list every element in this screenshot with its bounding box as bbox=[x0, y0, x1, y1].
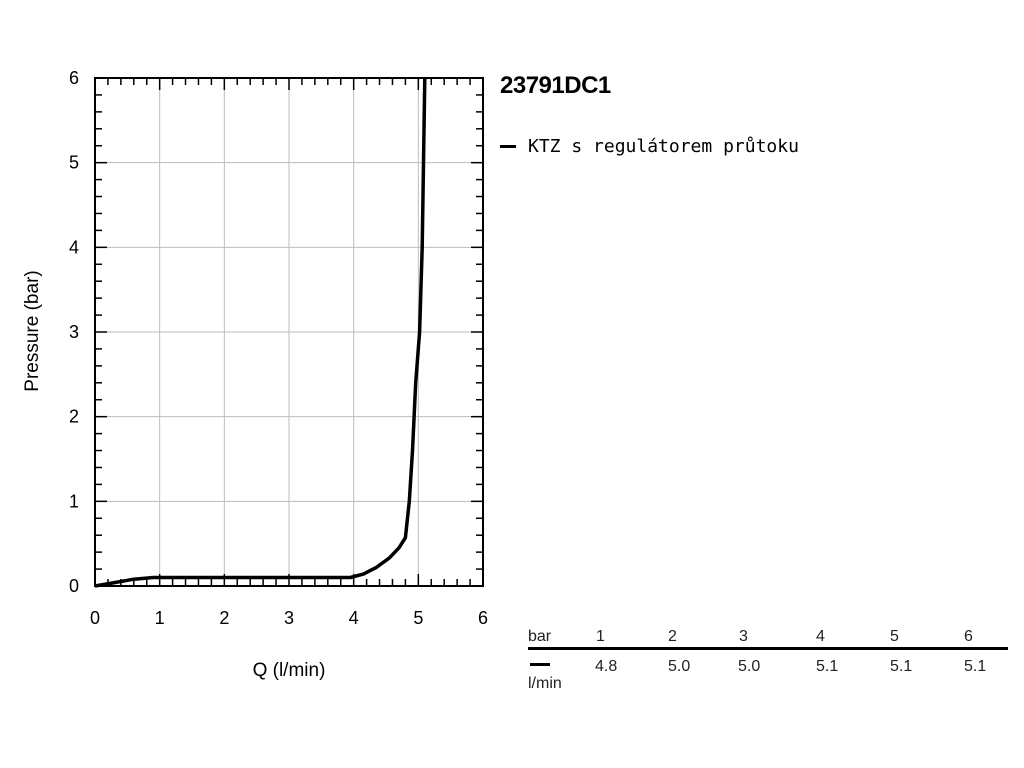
table-row-label: l/min bbox=[528, 675, 562, 692]
flow-table: bar 1 2 3 4 5 6 l/min 4.8 5.0 5.0 5.1 5.… bbox=[528, 628, 1008, 698]
table-pressure-cell: 1 bbox=[596, 628, 605, 645]
table-flow-cell: 5.1 bbox=[964, 658, 987, 675]
table-flow-cell: 5.1 bbox=[890, 658, 913, 675]
table-pressure-cell: 2 bbox=[668, 628, 677, 645]
legend-line-swatch bbox=[500, 145, 516, 148]
plot-frame bbox=[94, 77, 484, 587]
table-header-label: bar bbox=[528, 628, 552, 645]
table-pressure-cell: 5 bbox=[890, 628, 899, 645]
legend-label: KTZ s regulátorem průtoku bbox=[528, 136, 799, 157]
y-tick-label: 2 bbox=[69, 407, 79, 427]
x-tick-label: 0 bbox=[90, 608, 100, 628]
x-tick-label: 6 bbox=[478, 608, 488, 628]
table-flow-cell: 5.0 bbox=[668, 658, 691, 675]
x-axis-title: Q (l/min) bbox=[253, 660, 326, 681]
table-series-swatch bbox=[530, 663, 550, 666]
y-axis-title: Pressure (bar) bbox=[22, 270, 43, 391]
x-tick-label: 1 bbox=[155, 608, 165, 628]
product-title: 23791DC1 bbox=[500, 72, 611, 99]
table-pressure-cell: 4 bbox=[816, 628, 825, 645]
table-divider bbox=[528, 647, 1008, 650]
x-tick-label: 4 bbox=[349, 608, 359, 628]
series-layer bbox=[94, 77, 427, 588]
table-pressure-cell: 3 bbox=[739, 628, 748, 645]
x-tick-label: 5 bbox=[413, 608, 423, 628]
y-tick-label: 0 bbox=[69, 576, 79, 596]
x-tick-label: 2 bbox=[219, 608, 229, 628]
y-tick-label: 4 bbox=[69, 237, 79, 257]
y-tick-label: 1 bbox=[69, 491, 79, 511]
table-flow-cell: 5.1 bbox=[816, 658, 839, 675]
tick-labels: 0 1 2 3 4 5 6 0 1 2 3 4 5 6 bbox=[69, 68, 488, 628]
table-flow-cell: 5.0 bbox=[738, 658, 761, 675]
legend: KTZ s regulátorem průtoku bbox=[500, 136, 799, 157]
y-tick-label: 6 bbox=[69, 68, 79, 88]
x-tick-label: 3 bbox=[284, 608, 294, 628]
table-pressure-cell: 6 bbox=[964, 628, 973, 645]
table-flow-cell: 4.8 bbox=[595, 658, 618, 675]
y-tick-label: 5 bbox=[69, 153, 79, 173]
y-tick-label: 3 bbox=[69, 322, 79, 342]
series-line bbox=[94, 77, 427, 588]
